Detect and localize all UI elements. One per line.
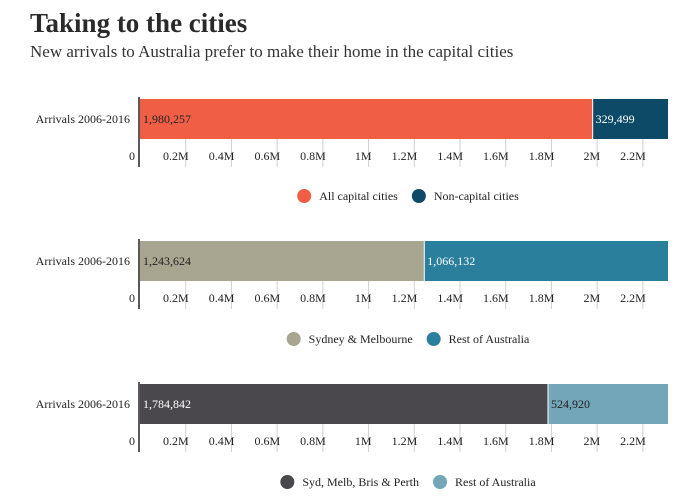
tick-label: 2M <box>583 291 600 305</box>
legend-label: Rest of Australia <box>455 475 536 489</box>
tick-label: 1.8M <box>529 434 555 448</box>
category-label: Arrivals 2006-2016 <box>36 112 130 126</box>
tick-label: 0 <box>129 434 135 448</box>
data-label: 329,499 <box>596 112 635 126</box>
tick-label: 1.4M <box>437 291 463 305</box>
tick-label: 0.8M <box>300 434 326 448</box>
chart-title: Taking to the cities <box>30 8 248 38</box>
tick-label: 1M <box>355 149 372 163</box>
tick-label: 2.2M <box>620 434 646 448</box>
legend-swatch <box>280 475 295 489</box>
legend-label: Syd, Melb, Bris & Perth <box>302 475 419 489</box>
tick-label: 2M <box>583 149 600 163</box>
bar-segment-1 <box>140 384 549 424</box>
tick-label: 0.2M <box>163 149 189 163</box>
legend-swatch <box>286 332 301 346</box>
legend-label: Non-capital cities <box>434 189 519 203</box>
tick-label: 2M <box>583 434 600 448</box>
tick-label: 0.4M <box>209 434 235 448</box>
bar-segment-2 <box>592 99 668 139</box>
legend-swatch <box>297 189 312 203</box>
tick-label: 0 <box>129 291 135 305</box>
legend-label: All capital cities <box>319 189 398 203</box>
data-label: 524,920 <box>551 397 590 411</box>
tick-label: 0.4M <box>209 149 235 163</box>
legend-label: Sydney & Melbourne <box>309 332 413 346</box>
tick-label: 0.6M <box>254 149 280 163</box>
bar-segment-1 <box>140 241 425 281</box>
chart-subtitle: New arrivals to Australia prefer to make… <box>30 42 514 61</box>
tick-label: 1.4M <box>437 434 463 448</box>
tick-label: 2.2M <box>620 291 646 305</box>
tick-label: 1.4M <box>437 149 463 163</box>
tick-label: 0.2M <box>163 291 189 305</box>
tick-label: 1M <box>355 434 372 448</box>
tick-label: 1.6M <box>483 149 509 163</box>
data-label: 1,243,624 <box>143 254 191 268</box>
category-label: Arrivals 2006-2016 <box>36 397 130 411</box>
tick-label: 0.8M <box>300 149 326 163</box>
tick-label: 2.2M <box>620 149 646 163</box>
tick-label: 1.2M <box>392 291 418 305</box>
tick-label: 0 <box>129 149 135 163</box>
tick-label: 0.6M <box>254 434 280 448</box>
bar-segment-2 <box>548 384 668 424</box>
data-label: 1,066,132 <box>427 254 475 268</box>
tick-label: 0.8M <box>300 291 326 305</box>
tick-label: 0.4M <box>209 291 235 305</box>
data-label: 1,784,842 <box>143 397 191 411</box>
tick-label: 0.6M <box>254 291 280 305</box>
tick-label: 1.6M <box>483 434 509 448</box>
data-label: 1,980,257 <box>143 112 191 126</box>
tick-label: 1.2M <box>392 149 418 163</box>
tick-label: 1.2M <box>392 434 418 448</box>
tick-label: 0.2M <box>163 434 189 448</box>
legend-swatch <box>411 189 426 203</box>
tick-label: 1.8M <box>529 291 555 305</box>
legend-label: Rest of Australia <box>449 332 530 346</box>
legend-swatch <box>426 332 441 346</box>
category-label: Arrivals 2006-2016 <box>36 254 130 268</box>
legend-swatch <box>433 475 448 489</box>
tick-label: 1.8M <box>529 149 555 163</box>
tick-label: 1M <box>355 291 372 305</box>
tick-label: 1.6M <box>483 291 509 305</box>
bar-segment-1 <box>140 99 593 139</box>
bar-segment-2 <box>424 241 668 281</box>
